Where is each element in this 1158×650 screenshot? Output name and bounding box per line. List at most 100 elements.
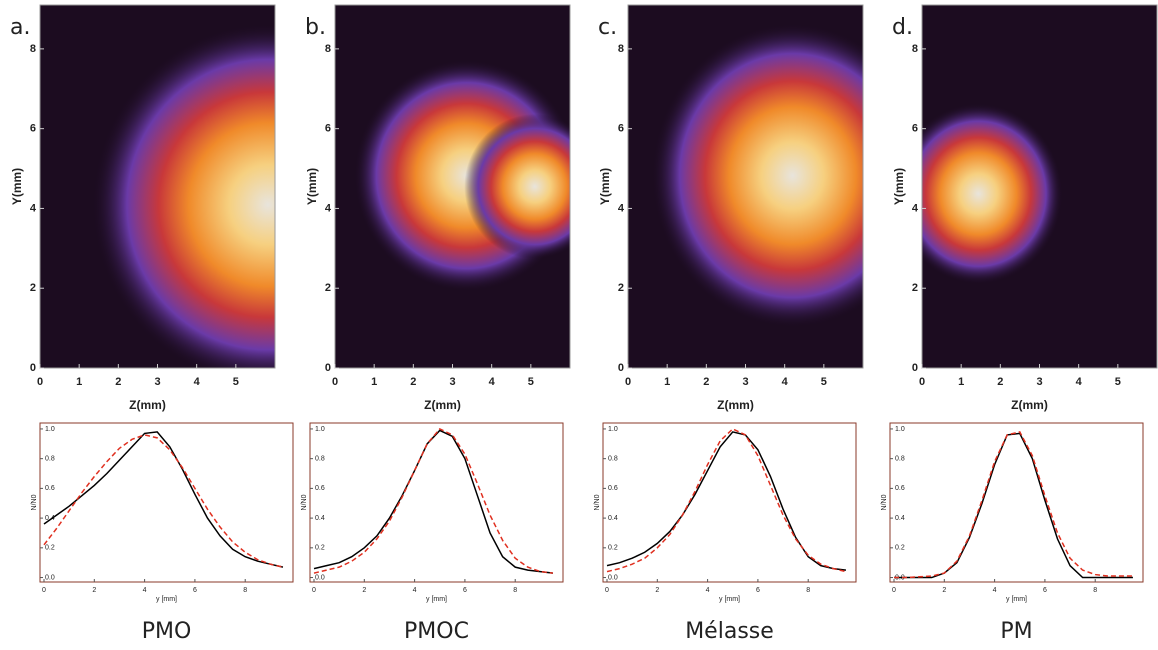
- glow: [464, 113, 570, 260]
- y-axis-label: N/N0: [301, 494, 308, 510]
- x-tick-label: 4: [143, 587, 147, 594]
- y-axis-label: N/N0: [31, 494, 38, 510]
- x-tick-label: 0: [625, 376, 631, 388]
- y-tick-label: 8: [325, 43, 331, 55]
- y-axis-label: Y(mm): [305, 168, 319, 205]
- panel-label: b.: [305, 15, 326, 40]
- x-tick-label: 5: [1115, 376, 1121, 388]
- glow: [922, 103, 1063, 285]
- y-axis-label: Y(mm): [892, 168, 906, 205]
- x-tick-label: 0: [919, 376, 925, 388]
- x-tick-label: 8: [513, 587, 517, 594]
- series-line: [894, 431, 1133, 579]
- y-tick-label: 0.2: [45, 545, 55, 552]
- series-line: [313, 429, 554, 574]
- y-tick-label: 0.4: [895, 515, 905, 522]
- y-tick-label: 0.8: [45, 456, 55, 463]
- x-axis-label: y [mm]: [156, 596, 177, 603]
- x-axis-label: y [mm]: [719, 596, 740, 603]
- y-tick-label: 4: [912, 202, 919, 214]
- y-tick-label: 1.0: [608, 426, 618, 433]
- x-tick-label: 6: [463, 587, 467, 594]
- y-tick-label: 0.2: [315, 545, 325, 552]
- y-tick-label: 1.0: [895, 426, 905, 433]
- y-tick-label: 0.8: [608, 456, 618, 463]
- x-tick-label: 6: [1043, 587, 1047, 594]
- x-tick-label: 0: [37, 376, 43, 388]
- x-tick-label: 6: [193, 587, 197, 594]
- x-axis-label: y [mm]: [426, 596, 447, 603]
- x-tick-label: 2: [362, 587, 366, 594]
- image-glow: [91, 23, 275, 368]
- x-tick-label: 5: [821, 376, 827, 388]
- x-tick-label: 0: [42, 587, 46, 594]
- x-tick-label: 5: [233, 376, 239, 388]
- y-axis-label: Y(mm): [598, 168, 612, 205]
- x-tick-label: 5: [528, 376, 534, 388]
- x-tick-label: 1: [958, 376, 964, 388]
- x-tick-label: 0: [892, 587, 896, 594]
- y-tick-label: 0.6: [608, 485, 618, 492]
- y-tick-label: 0.2: [608, 545, 618, 552]
- y-tick-label: 0: [325, 362, 331, 374]
- x-tick-label: 4: [489, 376, 496, 388]
- x-axis-label: y [mm]: [1006, 596, 1027, 603]
- x-tick-label: 2: [997, 376, 1003, 388]
- y-tick-label: 8: [618, 43, 624, 55]
- y-tick-label: 2: [30, 282, 36, 294]
- x-tick-label: 2: [115, 376, 121, 388]
- image-glow: [651, 23, 863, 329]
- x-tick-label: 8: [1093, 587, 1097, 594]
- y-tick-label: 0.4: [608, 515, 618, 522]
- x-tick-label: 4: [1076, 376, 1083, 388]
- x-tick-label: 4: [782, 376, 789, 388]
- x-tick-label: 4: [194, 376, 201, 388]
- x-tick-label: 2: [942, 587, 946, 594]
- caption: Mélasse: [685, 619, 774, 644]
- y-tick-label: 0.4: [45, 515, 55, 522]
- y-tick-label: 4: [30, 202, 37, 214]
- y-axis-label: N/N0: [881, 494, 888, 510]
- x-tick-label: 2: [92, 587, 96, 594]
- x-tick-label: 6: [756, 587, 760, 594]
- x-tick-label: 8: [243, 587, 247, 594]
- x-axis-label: Z(mm): [424, 398, 461, 412]
- y-tick-label: 0.0: [315, 574, 325, 581]
- y-tick-label: 0.2: [895, 545, 905, 552]
- glow: [91, 23, 275, 368]
- x-tick-label: 1: [664, 376, 670, 388]
- x-axis-label: Z(mm): [717, 398, 754, 412]
- y-tick-label: 6: [30, 123, 36, 135]
- x-tick-label: 3: [1036, 376, 1042, 388]
- panel-label: c.: [598, 15, 617, 40]
- panel-label: d.: [892, 15, 913, 40]
- x-tick-label: 2: [410, 376, 416, 388]
- y-tick-label: 0.0: [608, 574, 618, 581]
- x-tick-label: 4: [993, 587, 997, 594]
- x-tick-label: 0: [332, 376, 338, 388]
- series-line: [43, 434, 284, 568]
- y-tick-label: 0.8: [315, 456, 325, 463]
- plot-frame: [889, 422, 1144, 583]
- y-tick-label: 6: [912, 123, 918, 135]
- glow: [651, 23, 863, 329]
- y-tick-label: 2: [325, 282, 331, 294]
- caption: PM: [1000, 619, 1032, 644]
- x-tick-label: 1: [76, 376, 82, 388]
- x-axis-label: Z(mm): [1011, 398, 1048, 412]
- y-tick-label: 8: [912, 43, 918, 55]
- y-tick-label: 2: [618, 282, 624, 294]
- image-glow: [922, 103, 1063, 285]
- x-axis-label: Z(mm): [129, 398, 166, 412]
- x-tick-label: 4: [413, 587, 417, 594]
- x-tick-label: 2: [655, 587, 659, 594]
- y-tick-label: 0: [912, 362, 918, 374]
- y-tick-label: 0.0: [45, 574, 55, 581]
- y-tick-label: 2: [912, 282, 918, 294]
- x-tick-label: 1: [371, 376, 377, 388]
- plot-frame: [309, 422, 564, 583]
- x-tick-label: 0: [312, 587, 316, 594]
- caption: PMOC: [404, 619, 469, 644]
- y-tick-label: 1.0: [45, 426, 55, 433]
